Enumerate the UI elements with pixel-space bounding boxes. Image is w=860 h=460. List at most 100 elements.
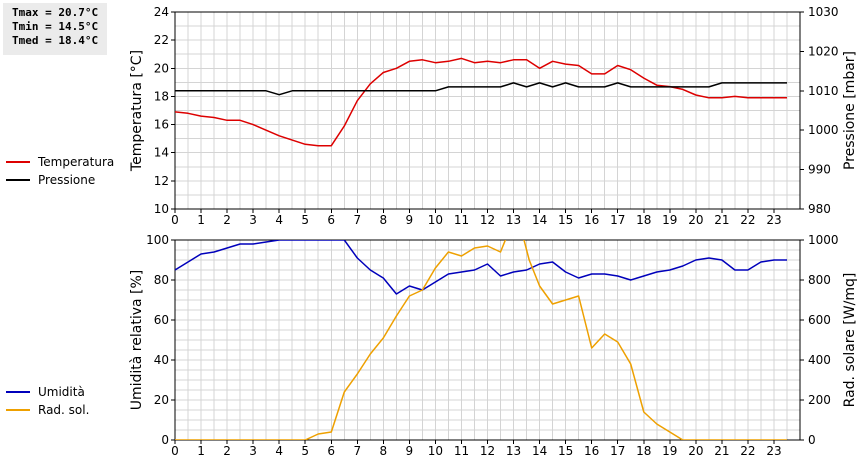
x-tick-label: 20	[688, 444, 703, 458]
legend-bottom-block: Umidità Rad. sol.	[6, 383, 89, 419]
x-tick-label: 19	[662, 213, 677, 227]
y-tick-label: 10	[154, 202, 169, 216]
x-tick-label: 18	[636, 213, 651, 227]
x-tick-label: 21	[714, 213, 729, 227]
x-tick-label: 17	[610, 213, 625, 227]
y-tick-label: 22	[154, 33, 169, 47]
y-tick-label: 0	[161, 433, 169, 447]
y2-tick-label: 1000	[808, 233, 839, 247]
x-tick-label: 3	[249, 444, 257, 458]
y-tick-label: 16	[154, 118, 169, 132]
x-tick-label: 10	[428, 444, 443, 458]
legend-swatch-umidita	[6, 391, 30, 393]
x-tick-label: 5	[301, 444, 309, 458]
x-tick-label: 11	[454, 444, 469, 458]
x-tick-label: 12	[480, 444, 495, 458]
legend-item-pressione: Pressione	[6, 171, 114, 189]
x-tick-label: 10	[428, 213, 443, 227]
tmin-label: Tmin = 14.5°C	[12, 20, 99, 33]
x-tick-label: 8	[380, 213, 388, 227]
x-tick-label: 6	[327, 213, 335, 227]
y2-axis-label: Pressione [mbar]	[842, 51, 858, 170]
legend-item-temperatura: Temperatura	[6, 153, 114, 171]
y-tick-label: 20	[154, 61, 169, 75]
legend-top: Temperatura Pressione	[6, 153, 114, 189]
legend-label-temperatura: Temperatura	[38, 155, 115, 169]
x-tick-label: 17	[610, 444, 625, 458]
x-tick-label: 22	[740, 213, 755, 227]
x-tick-label: 0	[171, 444, 179, 458]
x-tick-label: 16	[584, 213, 599, 227]
y2-axis-label: Rad. solare [W/mq]	[842, 273, 858, 408]
legend-label-radsol: Rad. sol.	[38, 403, 90, 417]
y2-tick-label: 1000	[808, 123, 839, 137]
x-tick-label: 1	[197, 444, 205, 458]
y2-tick-label: 990	[808, 163, 831, 177]
y-tick-label: 60	[154, 313, 169, 327]
x-tick-label: 8	[380, 444, 388, 458]
y-tick-label: 18	[154, 89, 169, 103]
legend-label-pressione: Pressione	[38, 173, 96, 187]
y-tick-label: 24	[154, 5, 169, 19]
x-tick-label: 14	[532, 444, 547, 458]
legend-label-umidita: Umidità	[38, 385, 85, 399]
x-tick-label: 2	[223, 213, 231, 227]
legend-swatch-radsol	[6, 409, 30, 411]
x-tick-label: 19	[662, 444, 677, 458]
y-tick-label: 20	[154, 393, 169, 407]
series-line-pressione	[175, 82, 787, 96]
y-axis-label: Umidità relativa [%]	[129, 270, 145, 411]
y2-tick-label: 600	[808, 313, 831, 327]
y2-tick-label: 400	[808, 353, 831, 367]
x-tick-label: 4	[275, 444, 283, 458]
y-tick-label: 12	[154, 174, 169, 188]
y2-tick-label: 800	[808, 273, 831, 287]
y-tick-label: 100	[146, 233, 169, 247]
x-tick-label: 6	[327, 444, 335, 458]
legend-item-radsol: Rad. sol.	[6, 401, 89, 419]
legend-item-umidita: Umidità	[6, 383, 89, 401]
x-tick-label: 9	[406, 213, 414, 227]
x-tick-label: 12	[480, 213, 495, 227]
x-tick-label: 3	[249, 213, 257, 227]
y-axis-label: Temperatura [°C]	[129, 50, 145, 172]
x-tick-label: 7	[353, 213, 361, 227]
x-tick-label: 9	[406, 444, 414, 458]
y2-tick-label: 1020	[808, 44, 839, 58]
y2-tick-label: 1010	[808, 84, 839, 98]
y2-tick-label: 980	[808, 202, 831, 216]
x-tick-label: 21	[714, 444, 729, 458]
x-tick-label: 23	[766, 444, 781, 458]
y-tick-label: 80	[154, 273, 169, 287]
legend-swatch-pressione	[6, 179, 30, 181]
x-tick-label: 13	[506, 213, 521, 227]
stats-box: Tmax = 20.7°C Tmin = 14.5°C Tmed = 18.4°…	[3, 3, 107, 55]
tmax-label: Tmax = 20.7°C	[12, 6, 99, 19]
x-tick-label: 14	[532, 213, 547, 227]
x-tick-label: 22	[740, 444, 755, 458]
y2-tick-label: 200	[808, 393, 831, 407]
series-line-temperatura	[175, 57, 787, 147]
y-tick-label: 40	[154, 353, 169, 367]
x-tick-label: 15	[558, 444, 573, 458]
series-line-umidit-	[175, 240, 787, 295]
x-tick-label: 5	[301, 213, 309, 227]
x-tick-label: 1	[197, 213, 205, 227]
legend-swatch-temperatura	[6, 161, 30, 163]
series-line-rad-sol-	[175, 240, 787, 440]
x-tick-label: 18	[636, 444, 651, 458]
x-tick-label: 4	[275, 213, 283, 227]
x-tick-label: 16	[584, 444, 599, 458]
tmed-label: Tmed = 18.4°C	[12, 34, 99, 47]
x-tick-label: 13	[506, 444, 521, 458]
x-tick-label: 0	[171, 213, 179, 227]
x-tick-label: 7	[353, 444, 361, 458]
y2-tick-label: 0	[808, 433, 816, 447]
x-tick-label: 11	[454, 213, 469, 227]
y-tick-label: 14	[154, 146, 169, 160]
x-tick-label: 20	[688, 213, 703, 227]
x-tick-label: 15	[558, 213, 573, 227]
x-tick-label: 23	[766, 213, 781, 227]
y2-tick-label: 1030	[808, 5, 839, 19]
